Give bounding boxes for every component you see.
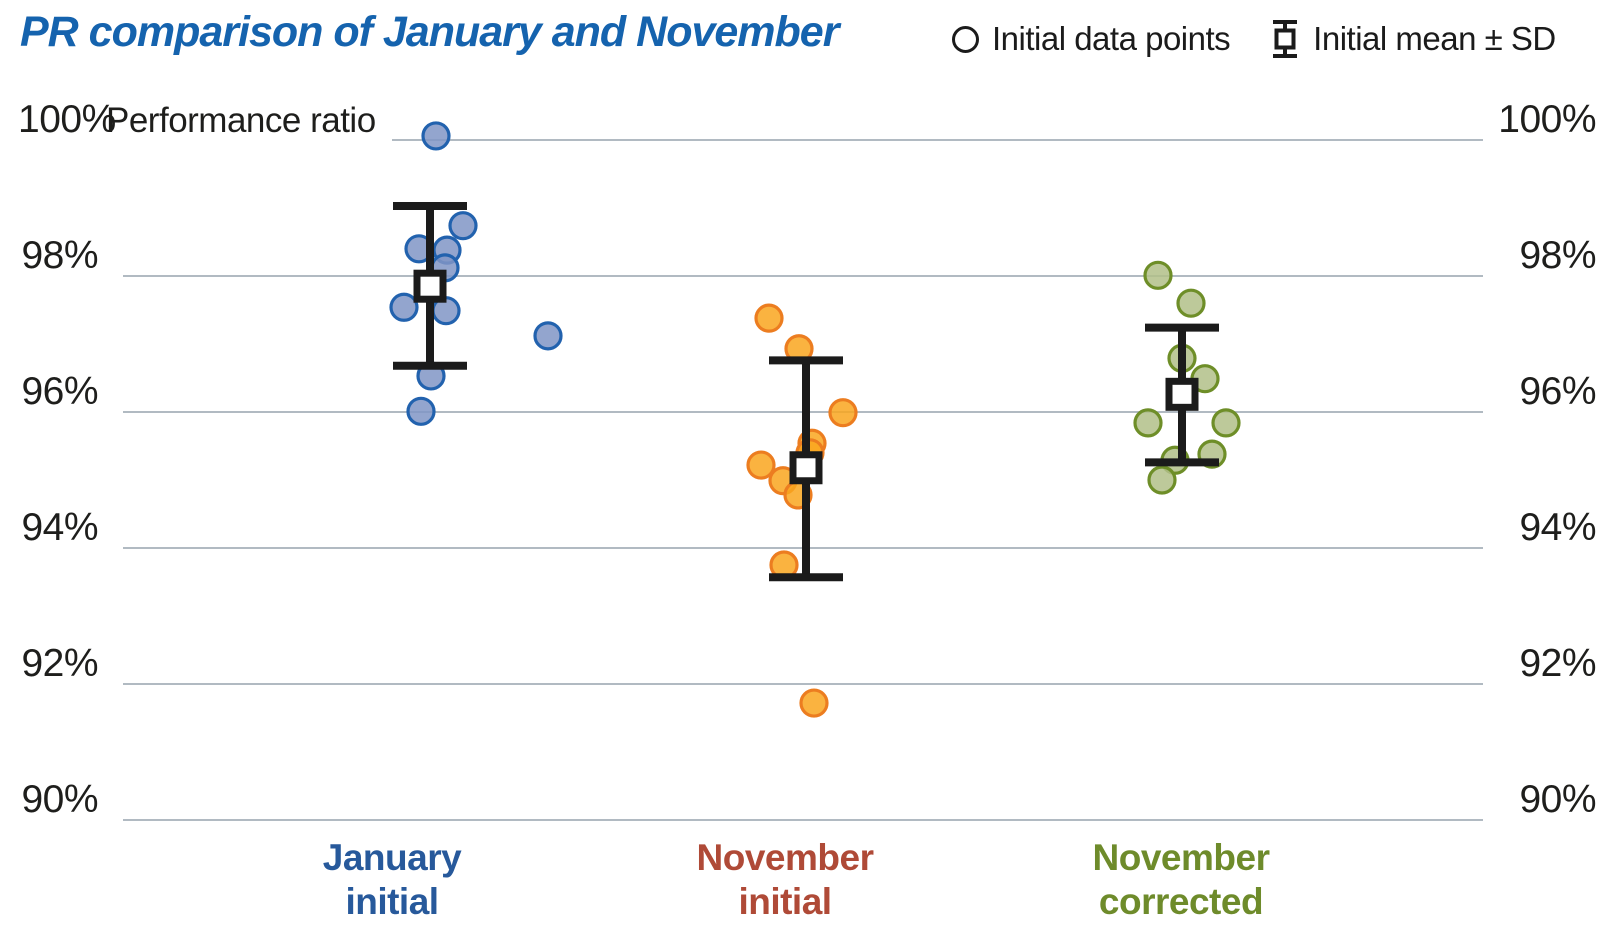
data-point-november-initial bbox=[754, 303, 784, 333]
legend-label: Initial mean ± SD bbox=[1313, 20, 1556, 57]
y-tick-label-left-96: 96% bbox=[21, 370, 98, 413]
y-tick-label-left-92: 92% bbox=[21, 642, 98, 685]
legend: Initial data points Initial mean ± SD bbox=[952, 18, 1556, 60]
y-tick-label-right-100: 100% bbox=[1498, 98, 1596, 141]
mean-marker-january-initial bbox=[413, 269, 447, 303]
group-label-line: November bbox=[1092, 837, 1270, 878]
data-point-november-corrected bbox=[1147, 465, 1177, 495]
group-label-january-initial: January initial bbox=[192, 836, 592, 924]
legend-item-initial-data-points: Initial data points bbox=[952, 20, 1231, 58]
group-label-line: corrected bbox=[1098, 881, 1264, 922]
y-tick-label-right-98: 98% bbox=[1519, 234, 1596, 277]
group-label-line: November bbox=[696, 837, 874, 878]
legend-item-initial-mean-sd: Initial mean ± SD bbox=[1270, 18, 1556, 60]
y-tick-label-left-90: 90% bbox=[21, 778, 98, 821]
chart-title: PR comparison of January and November bbox=[20, 8, 839, 56]
group-label-line: January bbox=[322, 837, 462, 878]
y-tick-label-left-100: 100% bbox=[18, 98, 116, 141]
y-tick-label-left-98: 98% bbox=[21, 234, 98, 277]
mean-marker-november-corrected bbox=[1165, 377, 1199, 411]
legend-label: Initial data points bbox=[992, 20, 1231, 57]
group-label-november-initial: November initial bbox=[585, 836, 985, 924]
data-point-january-initial bbox=[389, 292, 419, 322]
y-axis-title: Performance ratio bbox=[106, 101, 376, 140]
data-point-january-initial bbox=[448, 211, 478, 241]
mean-marker-november-initial bbox=[789, 451, 823, 485]
y-tick-label-right-90: 90% bbox=[1519, 778, 1596, 821]
y-tick-label-right-92: 92% bbox=[1519, 642, 1596, 685]
group-label-line: initial bbox=[345, 881, 439, 922]
data-point-november-corrected bbox=[1176, 288, 1206, 318]
data-point-november-initial bbox=[828, 398, 858, 428]
data-point-november-corrected bbox=[1211, 408, 1241, 438]
circle-icon bbox=[952, 25, 979, 53]
group-label-november-corrected: November corrected bbox=[981, 836, 1381, 924]
mean-sd-icon bbox=[1273, 20, 1298, 58]
data-point-november-corrected bbox=[1133, 408, 1163, 438]
data-point-january-initial bbox=[533, 321, 563, 351]
data-point-november-initial bbox=[799, 688, 829, 718]
y-tick-label-right-96: 96% bbox=[1519, 370, 1596, 413]
data-point-january-initial bbox=[406, 396, 436, 426]
data-point-november-corrected bbox=[1143, 260, 1173, 290]
group-label-line: initial bbox=[738, 881, 832, 922]
data-point-november-initial bbox=[746, 450, 776, 480]
y-tick-label-left-94: 94% bbox=[21, 506, 98, 549]
data-point-january-initial bbox=[421, 121, 451, 151]
y-tick-label-right-94: 94% bbox=[1519, 506, 1596, 549]
